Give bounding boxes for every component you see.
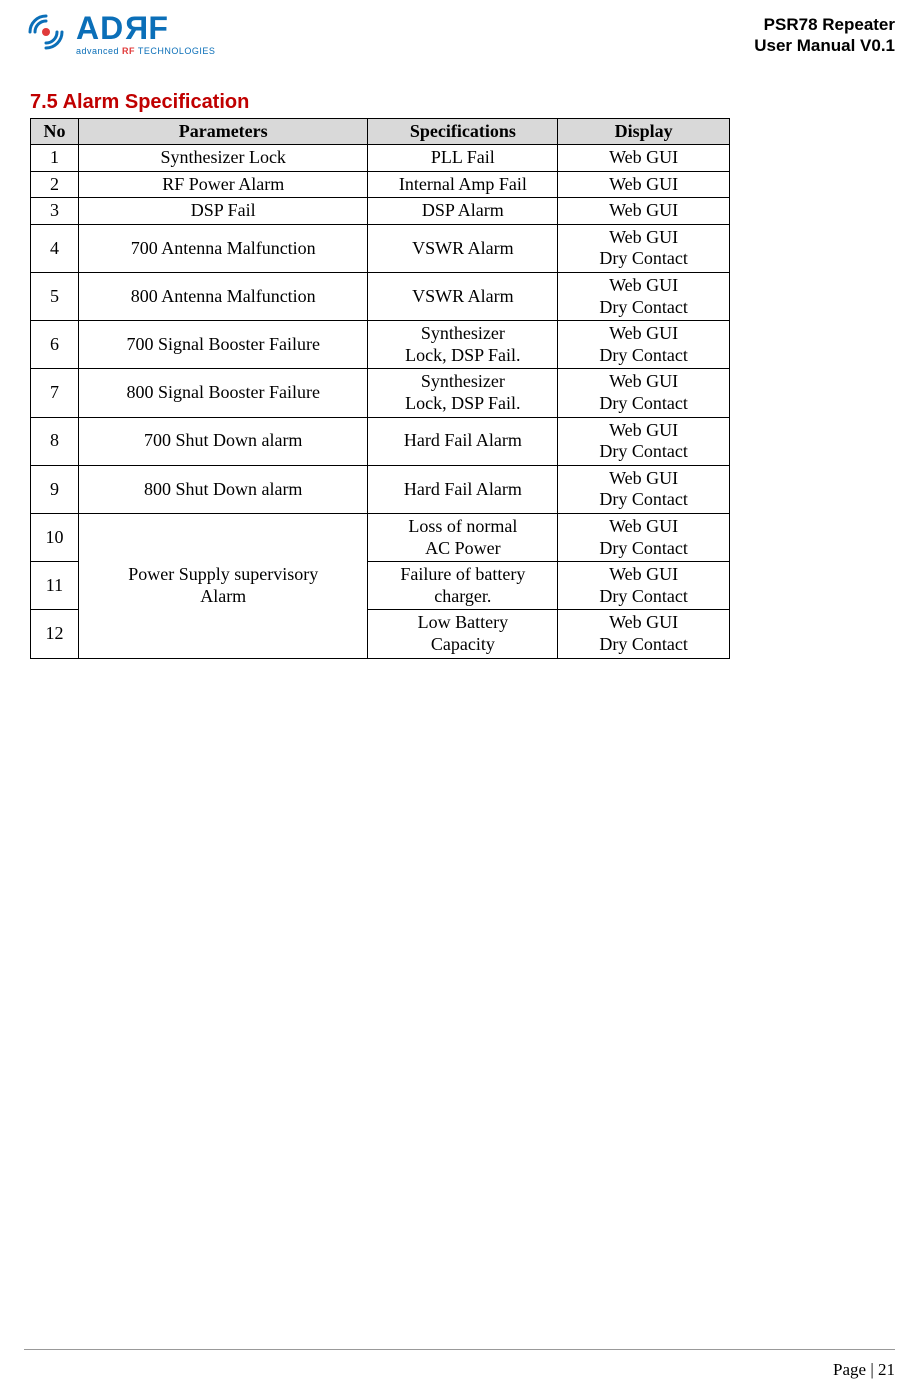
cell-specifications: DSP Alarm [368,198,558,225]
cell-specifications: Hard Fail Alarm [368,417,558,465]
cell-parameters: RF Power Alarm [78,171,368,198]
cell-no: 2 [31,171,79,198]
cell-no: 4 [31,224,79,272]
table-header-row: No Parameters Specifications Display [31,118,730,145]
table-row: 6700 Signal Booster FailureSynthesizerLo… [31,321,730,369]
logo-text: ADRF advanced RF TECHNOLOGIES [76,12,215,56]
cell-parameters: 700 Antenna Malfunction [78,224,368,272]
cell-display: Web GUI [558,198,730,225]
cell-specifications: SynthesizerLock, DSP Fail. [368,321,558,369]
cell-parameters: Synthesizer Lock [78,145,368,172]
table-row: 4700 Antenna MalfunctionVSWR AlarmWeb GU… [31,224,730,272]
cell-parameters: 800 Signal Booster Failure [78,369,368,417]
col-header-display: Display [558,118,730,145]
section-title: 7.5 Alarm Specification [30,91,919,114]
cell-no: 6 [31,321,79,369]
cell-specifications: Low BatteryCapacity [368,610,558,658]
page-header: ADRF advanced RF TECHNOLOGIES PSR78 Repe… [0,0,919,65]
logo-main: ADRF [76,12,215,44]
cell-specifications: Hard Fail Alarm [368,465,558,513]
table-row: 10Power Supply supervisoryAlarmLoss of n… [31,514,730,562]
table-row: 9800 Shut Down alarmHard Fail AlarmWeb G… [31,465,730,513]
table-row: 7800 Signal Booster FailureSynthesizerLo… [31,369,730,417]
cell-specifications: Loss of normalAC Power [368,514,558,562]
col-header-no: No [31,118,79,145]
cell-display: Web GUIDry Contact [558,321,730,369]
cell-specifications: Failure of batterycharger. [368,562,558,610]
cell-parameters: 700 Signal Booster Failure [78,321,368,369]
cell-specifications: VSWR Alarm [368,224,558,272]
cell-display: Web GUIDry Contact [558,465,730,513]
cell-specifications: SynthesizerLock, DSP Fail. [368,369,558,417]
cell-parameters: 800 Shut Down alarm [78,465,368,513]
cell-specifications: PLL Fail [368,145,558,172]
cell-parameters: Power Supply supervisoryAlarm [78,514,368,659]
alarm-spec-table: No Parameters Specifications Display 1Sy… [30,118,730,659]
document-title: PSR78 Repeater User Manual V0.1 [754,14,895,57]
cell-display: Web GUIDry Contact [558,562,730,610]
footer-rule [24,1349,895,1350]
cell-no: 11 [31,562,79,610]
table-row: 3DSP FailDSP AlarmWeb GUI [31,198,730,225]
cell-no: 12 [31,610,79,658]
cell-parameters: DSP Fail [78,198,368,225]
table-body: 1Synthesizer LockPLL FailWeb GUI2RF Powe… [31,145,730,658]
doc-title-line2: User Manual V0.1 [754,35,895,56]
table-row: 8700 Shut Down alarmHard Fail AlarmWeb G… [31,417,730,465]
table-row: 5800 Antenna MalfunctionVSWR AlarmWeb GU… [31,273,730,321]
cell-no: 1 [31,145,79,172]
cell-parameters: 700 Shut Down alarm [78,417,368,465]
cell-display: Web GUIDry Contact [558,514,730,562]
col-header-params: Parameters [78,118,368,145]
cell-display: Web GUIDry Contact [558,417,730,465]
cell-specifications: VSWR Alarm [368,273,558,321]
table-row: 1Synthesizer LockPLL FailWeb GUI [31,145,730,172]
cell-no: 3 [31,198,79,225]
page-number: Page | 21 [833,1360,895,1380]
cell-no: 5 [31,273,79,321]
cell-parameters: 800 Antenna Malfunction [78,273,368,321]
cell-display: Web GUIDry Contact [558,610,730,658]
cell-no: 9 [31,465,79,513]
logo-icon [24,10,68,54]
col-header-specs: Specifications [368,118,558,145]
logo-tagline: advanced RF TECHNOLOGIES [76,46,215,56]
cell-specifications: Internal Amp Fail [368,171,558,198]
cell-no: 8 [31,417,79,465]
table-row: 2RF Power AlarmInternal Amp FailWeb GUI [31,171,730,198]
cell-no: 10 [31,514,79,562]
doc-title-line1: PSR78 Repeater [754,14,895,35]
cell-display: Web GUIDry Contact [558,224,730,272]
cell-display: Web GUI [558,145,730,172]
cell-no: 7 [31,369,79,417]
cell-display: Web GUIDry Contact [558,273,730,321]
cell-display: Web GUI [558,171,730,198]
cell-display: Web GUIDry Contact [558,369,730,417]
logo: ADRF advanced RF TECHNOLOGIES [24,10,215,56]
